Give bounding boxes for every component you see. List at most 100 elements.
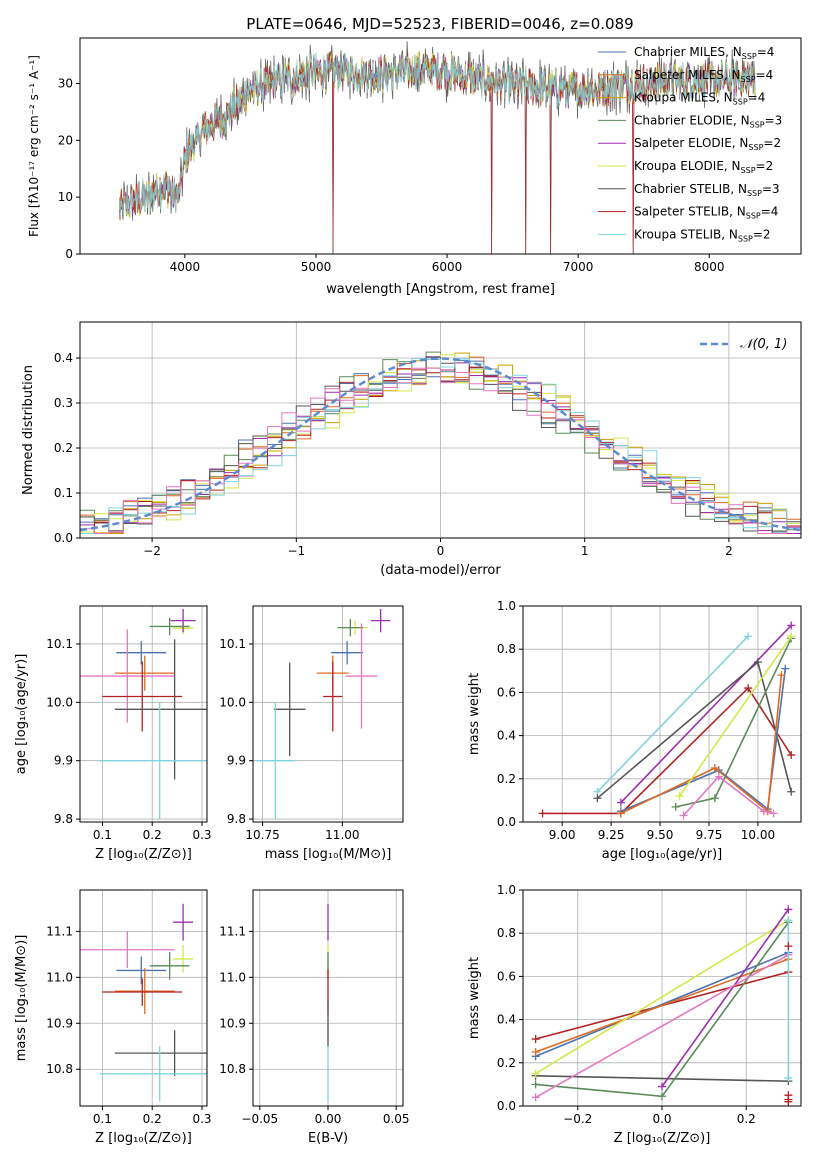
chabrier_elodie-marker (531, 1080, 540, 1089)
y-tick-label: 10.0 (219, 695, 246, 709)
x-tick-label: 10.75 (245, 828, 279, 842)
mass_vs_ebv-axes: −0.05 0.00 0.05 10.8 10.9 11.0 11.1 E(B-V) (219, 890, 410, 1146)
chabrier_elodie-marker (671, 802, 680, 811)
kroupa_stelib-spectrum-line (118, 52, 756, 221)
extra-marker (784, 942, 793, 951)
kroupa_elodie-weight-line (535, 919, 789, 1075)
weight_vs_age-frame (522, 605, 802, 823)
extra-marker (784, 1091, 793, 1100)
figure-title: PLATE=0646, MJD=52523, FIBERID=0046, z=0… (246, 15, 633, 33)
salpeter_miles-weight-line (535, 958, 789, 1053)
residuals-axes: −2 −1 0 1 2 0.0 0.1 0.2 0.3 0.4 (data-model)/error… (21, 322, 801, 578)
chabrier_miles-weight-line (620, 668, 787, 812)
x-tick-label: 0.1 (93, 828, 112, 842)
y-tick-label: 10.8 (219, 1062, 246, 1076)
pink-marker (531, 1093, 540, 1102)
legend-entry: Chabrier MILES, NSSP=4 (634, 45, 774, 61)
chabrier_miles-marker (781, 664, 790, 673)
y-tick-label: 0.1 (54, 486, 73, 500)
weight_vs_Z-xlabel: Z [log₁₀(Z/Z⊙)] (614, 1131, 711, 1146)
x-tick-label: 7000 (563, 260, 594, 274)
y-tick-label: 10.8 (46, 1062, 73, 1076)
salpeter_elodie-weight-line (620, 624, 792, 804)
x-tick-label: 9.75 (696, 828, 723, 842)
residuals-xlabel: (data-model)/error (380, 563, 501, 578)
y-tick-label: 11.1 (46, 924, 73, 938)
legend-entry: Salpeter ELODIE, NSSP=2 (634, 136, 781, 152)
weight_vs_age-ylabel: mass weight (467, 673, 482, 755)
kroupa_stelib-weight-line (596, 635, 749, 793)
pink-weight-line (535, 954, 789, 1099)
mass_vs_ebv-frame (252, 889, 404, 1107)
pink-histogram (80, 367, 801, 534)
y-tick-label: 10.9 (219, 1016, 246, 1030)
residuals-histograms (80, 351, 801, 534)
mass_vs_Z-xlabel: Z [log₁₀(Z/Z⊙)] (95, 1131, 192, 1146)
salpeter_stelib-marker (787, 751, 796, 760)
y-tick-label: 0 (65, 247, 73, 261)
spectrum-xlabel: wavelength [Angstrom, rest frame] (326, 282, 555, 297)
pink-weight-line (682, 775, 774, 817)
y-tick-label: 11.0 (219, 970, 246, 984)
residuals-ylabel: Normed distribution (21, 365, 36, 495)
pink-marker (714, 772, 723, 781)
pink-marker (679, 811, 688, 820)
weight_vs_Z-series (531, 905, 793, 1106)
x-tick-label: 0.2 (737, 1112, 756, 1126)
mass_vs_Z-axes: 0.1 0.2 0.3 10.8 10.9 11.0 11.1 Z [log₁₀(Z/Z⊙)]… (14, 890, 212, 1146)
y-tick-label: 0.0 (497, 815, 516, 829)
y-tick-label: 1.0 (497, 883, 516, 897)
weight_vs_Z-ylabel: mass weight (467, 957, 482, 1039)
age_vs_Z-xlabel: Z [log₁₀(Z/Z⊙)] (95, 847, 192, 862)
y-tick-label: 30 (58, 76, 73, 90)
chabrier_elodie-marker (710, 794, 719, 803)
weight_vs_age-axes: 9.00 9.25 9.50 9.75 10.00 0.0 0.2 0.4 0.6 0.8 1.0 a… (467, 599, 801, 862)
x-tick-label: 11.00 (325, 828, 359, 842)
weight_vs_Z-frame (522, 889, 802, 1107)
spectrum-legend: Chabrier MILES, NSSP=4 Salpeter MILES, NS… (598, 45, 782, 243)
y-tick-label: 0.4 (497, 729, 516, 743)
x-tick-label: 0.2 (143, 1112, 162, 1126)
y-tick-label: 0.0 (497, 1099, 516, 1113)
legend-entry: 𝒩(0, 1) (740, 337, 787, 352)
salpeter_stelib-marker (538, 809, 547, 818)
salpeter_miles-marker (777, 671, 786, 680)
mass_vs_Z-ylabel: mass [log₁₀(M/M⊙)] (14, 935, 29, 1062)
y-tick-label: 10.9 (46, 1016, 73, 1030)
residuals-frame (79, 321, 802, 539)
legend-entry: Kroupa STELIB, NSSP=2 (634, 227, 771, 243)
weight_vs_age-xlabel: age [log₁₀(age/yr)] (602, 847, 723, 862)
x-tick-label: 10.00 (741, 828, 775, 842)
chabrier_miles-weight-line (535, 951, 789, 1058)
y-tick-label: 11.1 (219, 924, 246, 938)
x-tick-label: 0.2 (143, 828, 162, 842)
x-tick-label: 1 (581, 544, 589, 558)
y-tick-label: 11.0 (46, 970, 73, 984)
y-tick-label: 0.4 (54, 351, 73, 365)
x-tick-label: 0 (437, 544, 445, 558)
kroupa_stelib-marker (744, 632, 753, 641)
mass_vs_Z-points (80, 903, 207, 1102)
residuals-legend: 𝒩(0, 1) (700, 337, 787, 352)
salpeter_miles-marker (531, 1048, 540, 1056)
salpeter_elodie-marker (784, 905, 793, 914)
age_vs_mass-frame (252, 605, 404, 823)
y-tick-label: 9.8 (227, 812, 246, 826)
x-tick-label: 0.3 (192, 828, 211, 842)
legend-entry: Salpeter STELIB, NSSP=4 (634, 205, 778, 221)
spectrum-axes: 4000 5000 6000 7000 8000 0 10 20 30 wavelength [A… (27, 55, 725, 297)
spectrum-ylabel: Flux [fλ10⁻¹⁷ erg cm⁻² s⁻¹ A⁻¹] (27, 55, 41, 237)
salpeter_miles-marker (616, 809, 625, 818)
mass_vs_Z-frame (79, 889, 208, 1107)
pink-marker (769, 809, 778, 818)
chabrier_stelib-marker (787, 787, 796, 796)
x-tick-label: −2 (143, 544, 161, 558)
x-tick-label: −1 (287, 544, 305, 558)
x-tick-label: 0.3 (192, 1112, 211, 1126)
y-tick-label: 0.0 (54, 531, 73, 545)
x-tick-label: −0.2 (563, 1112, 592, 1126)
y-tick-label: 9.8 (54, 812, 73, 826)
y-tick-label: 10.1 (46, 637, 73, 651)
y-tick-label: 0.3 (54, 396, 73, 410)
